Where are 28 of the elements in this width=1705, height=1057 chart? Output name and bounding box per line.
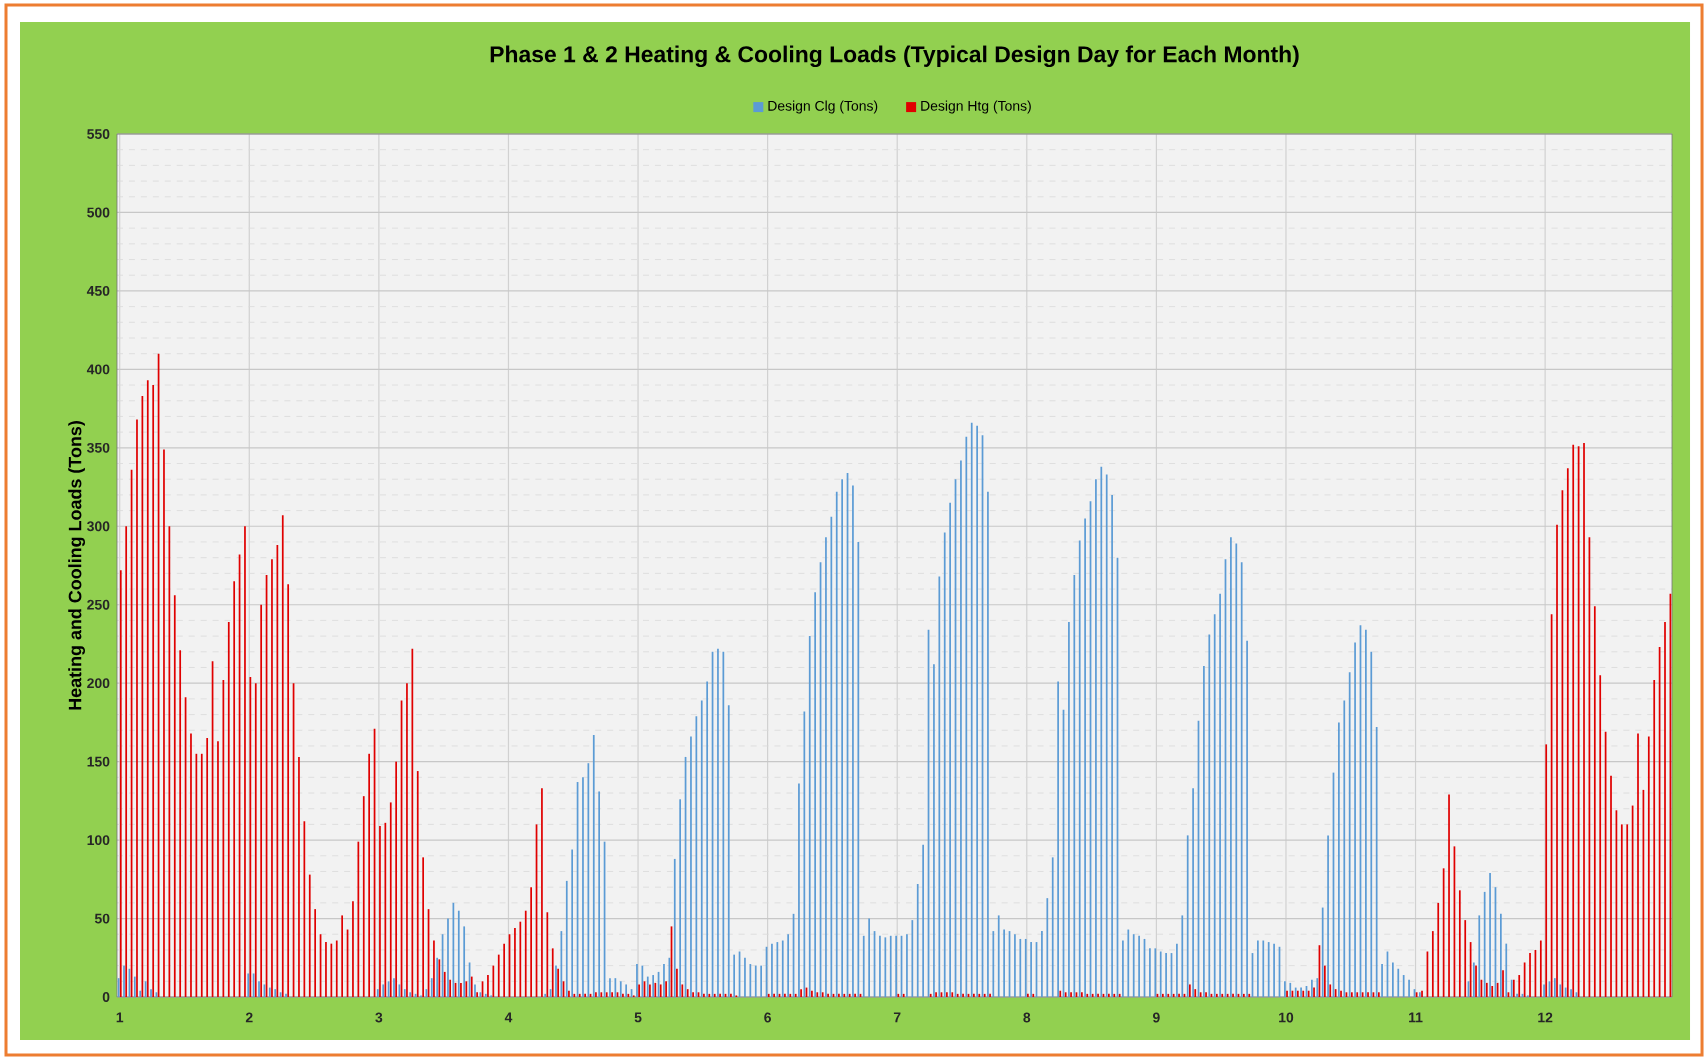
y-tick-label: 100 (87, 835, 110, 846)
x-tick-label: 1 (116, 1012, 124, 1023)
x-tick-label: 12 (1538, 1012, 1553, 1023)
x-tick-label: 7 (893, 1012, 901, 1023)
x-tick-label: 2 (245, 1012, 253, 1023)
x-tick-label: 3 (375, 1012, 383, 1023)
chart-title: Phase 1 & 2 Heating & Cooling Loads (Typical Design Day for Each Month) (490, 45, 1299, 67)
y-tick-label: 0 (102, 992, 110, 1002)
y-tick-label: 250 (87, 599, 110, 610)
legend-label: Design Htg (Tons) (921, 100, 1031, 114)
x-tick-label: 8 (1023, 1012, 1031, 1023)
x-tick-label: 5 (634, 1012, 642, 1023)
x-tick-label: 6 (764, 1012, 771, 1023)
y-tick-label: 550 (87, 129, 110, 139)
legend-label: Design Clg (Tons) (768, 100, 878, 114)
x-tick-label: 11 (1409, 1012, 1423, 1023)
y-tick-label: 50 (94, 913, 110, 924)
x-tick-label: 9 (1152, 1012, 1160, 1023)
x-tick-label: 4 (504, 1012, 513, 1023)
y-tick-label: 500 (87, 207, 110, 218)
y-axis-title: Heating and Cooling Loads (Tons) (68, 421, 86, 710)
y-tick-label: 150 (87, 756, 110, 767)
y-tick-label: 300 (87, 521, 110, 532)
y-tick-label: 400 (86, 364, 110, 375)
y-tick-label: 200 (87, 678, 110, 689)
x-tick-label: 10 (1279, 1012, 1294, 1023)
y-tick-label: 450 (86, 285, 110, 296)
y-tick-label: 350 (87, 442, 110, 453)
